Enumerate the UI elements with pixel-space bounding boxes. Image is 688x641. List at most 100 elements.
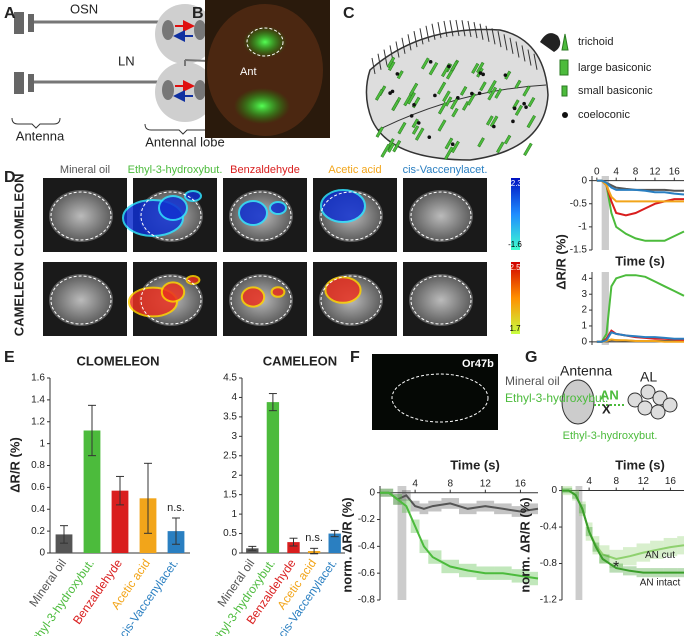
hair [419,28,424,45]
x-tick-label: 4 [586,476,592,487]
outline [410,191,472,241]
antenna-label: Antenna [16,128,65,143]
x-tick-label: 8 [447,478,453,489]
sensillum [391,100,400,112]
antennal-lobe-label: Antennal lobe [145,134,225,149]
sensillum [436,81,447,95]
outline [50,275,112,325]
y-tick-label: 0 [581,175,587,186]
x-tick-label: 4 [412,478,418,489]
sensillum [471,62,480,74]
annotation: * [613,559,619,576]
sensillum [466,92,476,106]
legend-label: large basiconic [578,62,652,74]
coeloconic [511,119,515,124]
hair [413,31,418,48]
y-tick-label: 1.2 [31,416,45,427]
coeloconic [477,91,482,96]
coeloconic [512,106,517,111]
chart-title: CLOMELEON [76,353,159,368]
y-tick-label: 0.8 [31,460,45,471]
hair [485,25,490,42]
diagram-c [365,19,561,161]
colorbar-label: -2.3 [508,179,522,188]
line [596,179,685,196]
panel-label: C [343,5,355,22]
hair [395,41,400,58]
hair [371,57,376,75]
bar [328,533,341,553]
legend-label: Mineral oil [505,374,560,388]
sensillum [450,60,459,72]
y-tick-label: 1 [581,321,587,332]
sensillum [380,143,391,158]
sensillum [406,92,416,105]
diagram-g [561,379,678,425]
y-tick-label: 4 [231,392,237,403]
sensillum [387,61,396,71]
stimulus-window [575,486,583,600]
column-title: Mineral oil [60,164,110,176]
sensillum [414,127,425,141]
series-label: AN intact [640,577,681,588]
outline [140,275,202,325]
sensillum [487,79,497,94]
hair [473,22,478,39]
activity [240,286,266,308]
legend-icon [559,59,569,76]
y-tick-label: 4 [581,273,587,284]
panel-label: G [525,349,537,366]
y-tick-label: -0.4 [358,541,376,552]
x-tick-label: 16 [669,166,681,177]
colorbar-label: -1.6 [508,240,522,249]
hair [449,20,454,37]
stimulus-window [601,272,609,345]
sensillum [444,96,453,107]
activity [238,200,268,226]
hair [455,19,460,37]
outline [140,191,202,241]
column-title: Ethyl-3-hydroxybut. [128,164,223,176]
hair [497,31,502,48]
sensillum [450,140,460,154]
y-axis-label: ΔR/R (%) [7,437,22,493]
colorbar [511,178,520,250]
al-label: AL [640,369,657,385]
sensillum [494,88,503,99]
coeloconic [481,72,485,77]
x-tick-label: 16 [665,476,677,487]
coeloconic [427,135,432,139]
bar [55,534,73,553]
colorbar-label: 1.7 [509,324,521,333]
sensillum [503,134,512,145]
hair [377,53,382,70]
an-label: AN [600,387,619,402]
line [380,491,539,580]
panel-label: B [192,5,204,22]
legend-icon [562,112,568,118]
colorbar-label: 2.5 [509,263,521,272]
sensillum [437,119,447,132]
y-tick-label: -0.4 [540,522,558,533]
y-axis-label: norm. ΔR/R (%) [517,497,532,592]
y-tick-label: 2 [231,470,237,481]
hair [383,49,388,66]
ant-label: Ant [240,66,257,78]
y-tick-label: 0 [581,336,587,347]
sensillum [496,141,505,154]
hair [527,49,532,66]
coeloconic [433,93,437,98]
hair [533,53,538,70]
legend-icon [561,33,569,51]
hair [509,37,514,54]
legend-icon [561,85,568,97]
y-tick-label: 1 [39,438,45,449]
line [596,331,684,343]
panel-label: D [4,169,16,186]
sensillum [437,101,447,115]
hair [437,22,442,39]
sensillum [527,96,536,108]
bar [83,430,101,553]
y-tick-label: -0.6 [358,568,376,579]
